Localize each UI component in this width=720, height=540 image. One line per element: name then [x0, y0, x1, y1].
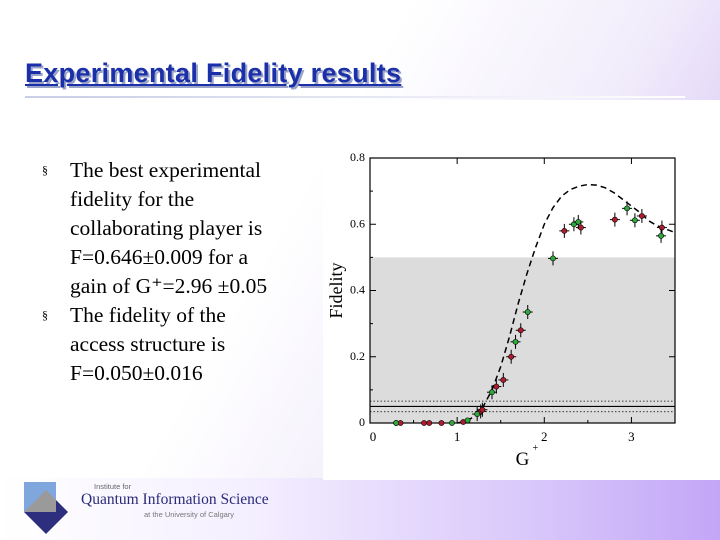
footer-band	[0, 478, 720, 540]
green-data-point	[624, 205, 630, 212]
logo-diamond-icon	[24, 482, 68, 534]
slide-title: Experimental Fidelity results	[25, 58, 402, 88]
bullet-list: § The best experimental fidelity for the…	[42, 156, 317, 388]
theory-curve	[457, 183, 676, 424]
green-data-point	[632, 217, 638, 224]
green-data-point	[550, 255, 556, 262]
green-data-point	[524, 309, 531, 315]
y-tick-label: 0.6	[350, 216, 365, 230]
green-data-point	[575, 219, 582, 225]
x-axis-label-superscript: +	[533, 443, 539, 454]
shaded-band	[370, 257, 675, 423]
red-data-point	[577, 224, 584, 231]
x-tick-label: 3	[628, 429, 635, 444]
x-axis-label: G	[516, 449, 530, 470]
red-data-point	[500, 377, 507, 383]
bullet-line: fidelity for the	[70, 187, 195, 211]
institute-logo: Institute for Quantum Information Scienc…	[24, 482, 274, 538]
bullet-line: access structure is	[70, 332, 226, 356]
logo-line1: Institute for	[94, 482, 132, 491]
red-data-point	[426, 420, 433, 426]
green-data-point	[449, 420, 455, 426]
x-tick-label: 0	[370, 429, 377, 444]
bullet-marker-icon: §	[42, 308, 48, 322]
green-data-point	[464, 417, 471, 424]
logo-line2: Quantum Information Science	[81, 491, 269, 508]
y-tick-label: 0	[359, 415, 365, 429]
red-data-point	[517, 327, 524, 334]
red-data-point	[493, 383, 500, 390]
bullet-line: gain of G⁺=2.96 ±0.05	[70, 274, 268, 298]
red-data-point	[438, 420, 445, 426]
green-data-point	[474, 411, 481, 417]
red-data-point	[659, 224, 665, 231]
y-axis-label: Fidelity	[326, 262, 346, 318]
bullet-line: F=0.050±0.016	[70, 361, 203, 385]
green-data-point	[489, 389, 495, 396]
red-data-point	[611, 216, 618, 223]
green-data-point	[393, 420, 400, 426]
bullet-marker-icon: §	[42, 163, 48, 177]
y-tick-label: 0.4	[350, 283, 365, 297]
bullet-line: F=0.646±0.009 for a	[70, 245, 248, 269]
bullet-line: collaborating player is	[70, 216, 263, 240]
bullet-line: The fidelity of the	[70, 303, 226, 327]
green-data-point	[658, 232, 664, 239]
bullet-item: § The best experimental fidelity for the…	[42, 156, 317, 301]
red-data-point	[561, 227, 568, 234]
y-tick-label: 0.2	[350, 349, 365, 363]
title-divider	[25, 96, 685, 98]
logo-line3: at the University of Calgary	[144, 510, 235, 519]
green-data-point	[512, 338, 519, 345]
fidelity-chart: 0 1 2 3 0 0.2 0.4 0.6 0.8 G+ Fidelity	[326, 150, 676, 470]
bullet-item: § The fidelity of the access structure i…	[42, 301, 317, 388]
red-data-point	[479, 406, 486, 413]
bullet-line: The best experimental	[70, 158, 262, 182]
red-data-point	[421, 420, 427, 426]
x-tick-label: 2	[541, 429, 548, 444]
red-data-point	[508, 353, 515, 360]
x-tick-label: 1	[454, 429, 461, 444]
chart-panel: 0 1 2 3 0 0.2 0.4 0.6 0.8 G + Fidelity	[323, 100, 720, 480]
y-tick-label: 0.8	[350, 150, 365, 164]
red-data-point	[638, 213, 645, 219]
